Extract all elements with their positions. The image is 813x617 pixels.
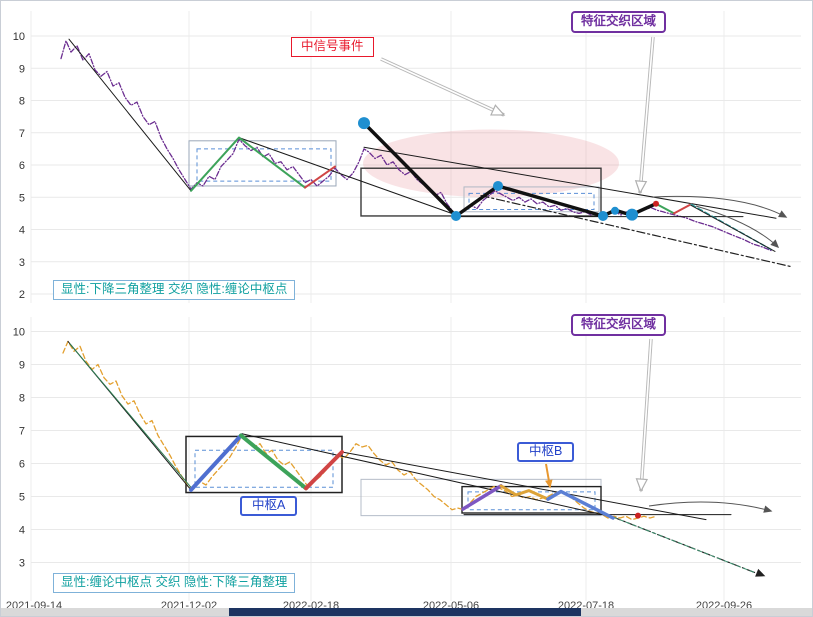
price-dashed-purple bbox=[60, 40, 772, 252]
arrowhead bbox=[635, 478, 649, 493]
pivot-box-inner bbox=[196, 148, 332, 182]
curve-arrow bbox=[695, 205, 779, 248]
y-tick-label: 4 bbox=[19, 225, 25, 237]
status-label-top: 显性:下降三角整理 交织 隐性:缠论中枢点 bbox=[53, 280, 296, 300]
segment-line bbox=[68, 38, 460, 217]
tail-dash-green bbox=[612, 516, 757, 574]
marker-dot bbox=[451, 210, 461, 221]
arrowhead bbox=[763, 505, 773, 513]
annotation-feature-region-top: 特征交织区域 bbox=[571, 11, 667, 33]
marker-dot bbox=[635, 512, 641, 519]
y-tick-label: 4 bbox=[19, 525, 25, 537]
y-tick-label: 7 bbox=[19, 426, 25, 438]
segment-line-green bbox=[69, 343, 193, 490]
y-tick-label: 6 bbox=[19, 459, 25, 471]
marker-dot bbox=[653, 200, 659, 207]
mini-up-red bbox=[673, 203, 692, 215]
marker-dot bbox=[611, 206, 619, 215]
congestion-box-outer bbox=[463, 186, 600, 213]
tail-line bbox=[690, 204, 776, 252]
congestion-box-inner bbox=[468, 192, 595, 211]
y-tick-label: 5 bbox=[19, 192, 25, 204]
arrowhead bbox=[490, 104, 506, 116]
y-tick-label: 5 bbox=[19, 492, 25, 504]
trend-line-2 bbox=[341, 451, 707, 521]
pivot-b-up-purple bbox=[461, 484, 503, 511]
y-tick-label: 8 bbox=[19, 96, 25, 108]
arrowhead bbox=[778, 210, 788, 218]
y-tick-label: 2 bbox=[19, 289, 25, 301]
marker-dot bbox=[598, 210, 608, 221]
y-tick-label: 9 bbox=[19, 63, 25, 75]
trend-line-1 bbox=[241, 433, 614, 518]
y-tick-label: 3 bbox=[19, 257, 25, 269]
triangle-box bbox=[360, 167, 602, 217]
callout-arrow-core bbox=[640, 338, 652, 492]
pivot-a-up-red bbox=[304, 450, 344, 491]
y-tick-label: 10 bbox=[13, 327, 25, 339]
curve-arrow bbox=[648, 501, 772, 512]
y-tick-label: 9 bbox=[19, 360, 25, 372]
trend-dashdot bbox=[480, 195, 792, 268]
y-tick-label: 6 bbox=[19, 160, 25, 172]
y-tick-label: 7 bbox=[19, 128, 25, 140]
status-label-bottom: 显性:缠论中枢点 交织 隐性:下降三角整理 bbox=[53, 573, 296, 593]
marker-dot bbox=[626, 208, 638, 221]
callout-arrow-core bbox=[380, 58, 505, 116]
triangle-top-line bbox=[363, 146, 777, 219]
y-tick-label: 8 bbox=[19, 393, 25, 405]
annotation-pivot-b: 中枢B bbox=[517, 442, 575, 462]
pivot-b-down-blue bbox=[546, 489, 615, 520]
marker-dot bbox=[493, 180, 503, 191]
pivot-a-up-blue bbox=[189, 433, 243, 492]
pivot-a-box-inner bbox=[194, 449, 334, 488]
arrowhead bbox=[770, 239, 780, 249]
pivot-a-box-outer bbox=[185, 435, 343, 494]
segment-line bbox=[67, 340, 243, 491]
y-tick-label: 10 bbox=[13, 31, 25, 43]
box-zigzag-green bbox=[190, 136, 306, 192]
arrowhead bbox=[634, 180, 648, 195]
mini-down-green bbox=[655, 202, 675, 215]
callout-arrow-core bbox=[639, 36, 654, 194]
annotation-signal-event: 中信号事件 bbox=[291, 37, 374, 57]
curve-arrow bbox=[652, 195, 787, 218]
pivot-b-gold bbox=[499, 484, 550, 501]
y-tick-label: 3 bbox=[19, 558, 25, 570]
arrowhead bbox=[755, 568, 766, 577]
marker-dot bbox=[358, 117, 370, 130]
bottom-scrollbar[interactable] bbox=[229, 608, 581, 616]
annotation-feature-region-bottom: 特征交织区域 bbox=[571, 314, 667, 336]
box-zigzag-red bbox=[304, 165, 336, 189]
arrowhead bbox=[545, 479, 553, 489]
pivot-box-outer bbox=[188, 140, 337, 187]
annotation-pivot-a: 中枢A bbox=[240, 496, 298, 516]
pivot-a-down-green bbox=[239, 433, 308, 491]
